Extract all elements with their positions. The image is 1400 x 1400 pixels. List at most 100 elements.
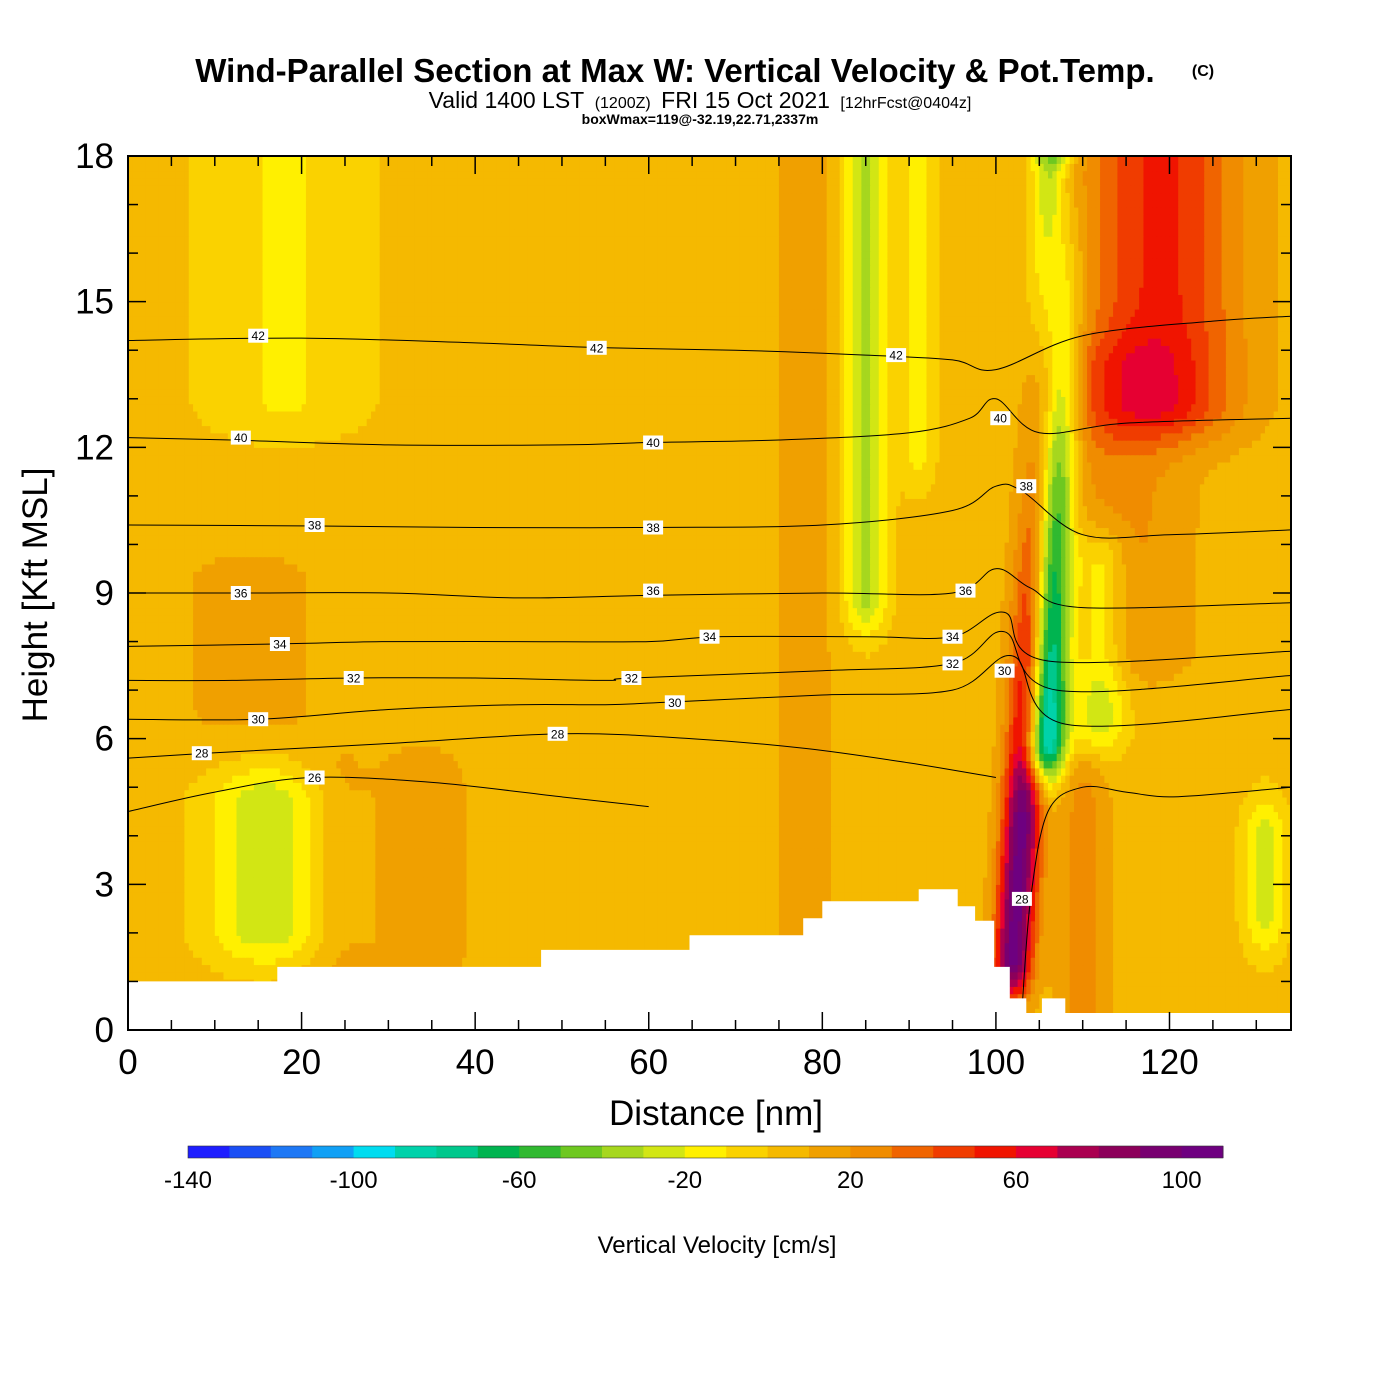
heat-cell: [193, 935, 198, 943]
heat-cell: [1013, 957, 1018, 965]
heat-cell: [527, 943, 532, 951]
heat-cell: [254, 943, 259, 951]
heat-cell: [297, 943, 302, 951]
heat-cell: [1282, 986, 1287, 994]
heat-cell: [1078, 979, 1083, 987]
box-wmax-info: boxWmax=119@-32.19,22.71,2337m: [582, 111, 819, 127]
heat-cell: [145, 928, 150, 936]
heat-cell: [1083, 994, 1088, 1002]
heat-cell: [605, 935, 610, 943]
heat-cell: [302, 935, 307, 943]
heat-cell: [1117, 994, 1122, 1002]
heat-cell: [1265, 935, 1270, 943]
heat-cell: [1187, 957, 1192, 965]
heat-cell: [1278, 1001, 1283, 1009]
heat-cell: [1282, 964, 1287, 972]
heat-cell: [1169, 986, 1174, 994]
heat-cell: [1035, 935, 1040, 943]
heat-cell: [1196, 964, 1201, 972]
heat-cell: [1161, 986, 1166, 994]
heat-cell: [532, 943, 537, 951]
heat-cell: [236, 972, 241, 980]
heat-cell: [1248, 1001, 1253, 1009]
heat-cell: [323, 935, 328, 943]
heat-cell: [1274, 935, 1279, 943]
heat-cell: [1265, 1001, 1270, 1009]
heat-cell: [1126, 979, 1131, 987]
heat-cell: [371, 957, 376, 965]
heat-cell: [137, 928, 142, 936]
heat-cell: [462, 950, 467, 958]
heat-cell: [1039, 979, 1044, 987]
heat-cell: [189, 972, 194, 980]
heat-cell: [150, 950, 155, 958]
heat-cell: [549, 935, 554, 943]
heat-cell: [453, 935, 458, 943]
heat-cell: [1217, 964, 1222, 972]
heat-cell: [1087, 943, 1092, 951]
heat-cell: [1217, 957, 1222, 965]
heat-cell: [1209, 964, 1214, 972]
heat-cell: [280, 943, 285, 951]
heat-cell: [1013, 943, 1018, 951]
heat-cell: [571, 943, 576, 951]
heat-cell: [493, 957, 498, 965]
heat-cell: [1265, 943, 1270, 951]
heat-cell: [1230, 972, 1235, 980]
heat-cell: [193, 972, 198, 980]
heat-cell: [1009, 950, 1014, 958]
heat-cell: [167, 950, 172, 958]
heat-cell: [1013, 979, 1018, 987]
heat-cell: [1065, 957, 1070, 965]
heat-cell: [519, 935, 524, 943]
heat-cell: [419, 943, 424, 951]
heat-cell: [605, 943, 610, 951]
heat-cell: [1074, 935, 1079, 943]
heat-cell: [1143, 972, 1148, 980]
heat-cell: [1044, 950, 1049, 958]
heat-cell: [1013, 935, 1018, 943]
heat-cell: [1018, 972, 1023, 980]
heat-cell: [258, 972, 263, 980]
heat-cell: [462, 957, 467, 965]
heat-cell: [1026, 1001, 1031, 1009]
heat-cell: [271, 935, 276, 943]
heat-cell: [510, 957, 515, 965]
heat-cell: [497, 935, 502, 943]
heat-cell: [1074, 943, 1079, 951]
heat-cell: [1057, 964, 1062, 972]
heat-cell: [480, 935, 485, 943]
heat-cell: [1100, 935, 1105, 943]
heat-cell: [1143, 935, 1148, 943]
heat-cell: [597, 943, 602, 951]
heat-cell: [545, 943, 550, 951]
heat-cell: [171, 972, 176, 980]
heat-cell: [1178, 950, 1183, 958]
heat-cell: [419, 950, 424, 958]
heat-cell: [588, 935, 593, 943]
heat-cell: [306, 950, 311, 958]
heat-cell: [1113, 986, 1118, 994]
heat-cell: [267, 943, 272, 951]
heat-cell: [302, 957, 307, 965]
heat-cell: [397, 943, 402, 951]
heat-cell: [158, 964, 163, 972]
heat-cell: [497, 943, 502, 951]
heat-cell: [263, 943, 268, 951]
heat-cell: [414, 950, 419, 958]
heat-cell: [1087, 972, 1092, 980]
heat-cell: [158, 950, 163, 958]
heat-cell: [1057, 943, 1062, 951]
heat-cell: [297, 935, 302, 943]
heat-cell: [336, 935, 341, 943]
heat-cell: [1022, 979, 1027, 987]
heat-cell: [1274, 1001, 1279, 1009]
heat-cell: [1256, 1001, 1261, 1009]
heat-cell: [1035, 972, 1040, 980]
heat-cell: [1222, 986, 1227, 994]
heat-cell: [254, 935, 259, 943]
heat-cell: [1148, 979, 1153, 987]
heat-cell: [1239, 943, 1244, 951]
heat-cell: [180, 935, 185, 943]
heat-cell: [206, 950, 211, 958]
